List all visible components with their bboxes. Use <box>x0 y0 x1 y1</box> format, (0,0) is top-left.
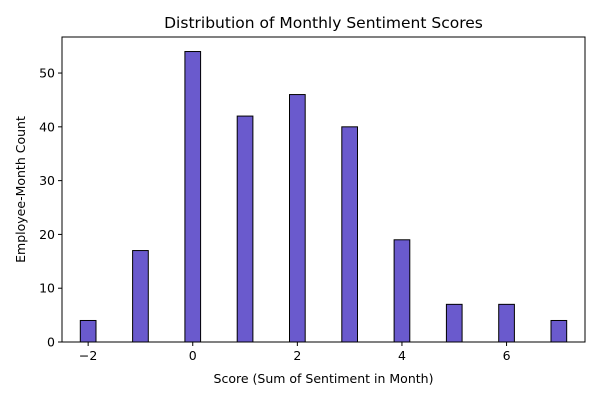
histogram-bar <box>79 319 97 343</box>
histogram-bar <box>550 319 568 343</box>
x-tick-label: 6 <box>503 348 511 363</box>
y-tick-label: 10 <box>39 281 55 296</box>
y-tick-label: 30 <box>39 173 55 188</box>
y-axis-label: Employee-Month Count <box>13 116 28 263</box>
x-tick-label: −2 <box>79 348 97 363</box>
y-axis: 0 10 20 30 40 50 <box>39 66 62 350</box>
histogram-bar <box>132 250 149 343</box>
y-tick-label: 40 <box>39 119 55 134</box>
y-tick-label: 20 <box>39 227 55 242</box>
histogram-bar <box>184 51 202 343</box>
histogram-bar <box>498 303 515 343</box>
histogram-bar <box>236 115 254 343</box>
x-tick-label: 0 <box>189 348 197 363</box>
histogram-bar <box>393 239 411 343</box>
x-axis-label: Score (Sum of Sentiment in Month) <box>214 371 434 386</box>
y-tick-label: 0 <box>47 335 55 350</box>
histogram-bar <box>341 126 358 343</box>
plot-frame <box>61 36 586 343</box>
x-tick-label: 4 <box>398 348 406 363</box>
histogram-bar <box>289 94 306 343</box>
y-tick-label: 50 <box>39 66 55 81</box>
x-tick-label: 2 <box>293 348 301 363</box>
bars-layer <box>79 51 568 343</box>
histogram-bar <box>445 303 463 343</box>
x-axis: −2 0 2 4 6 <box>79 342 511 363</box>
chart-title: Distribution of Monthly Sentiment Scores <box>164 14 483 32</box>
